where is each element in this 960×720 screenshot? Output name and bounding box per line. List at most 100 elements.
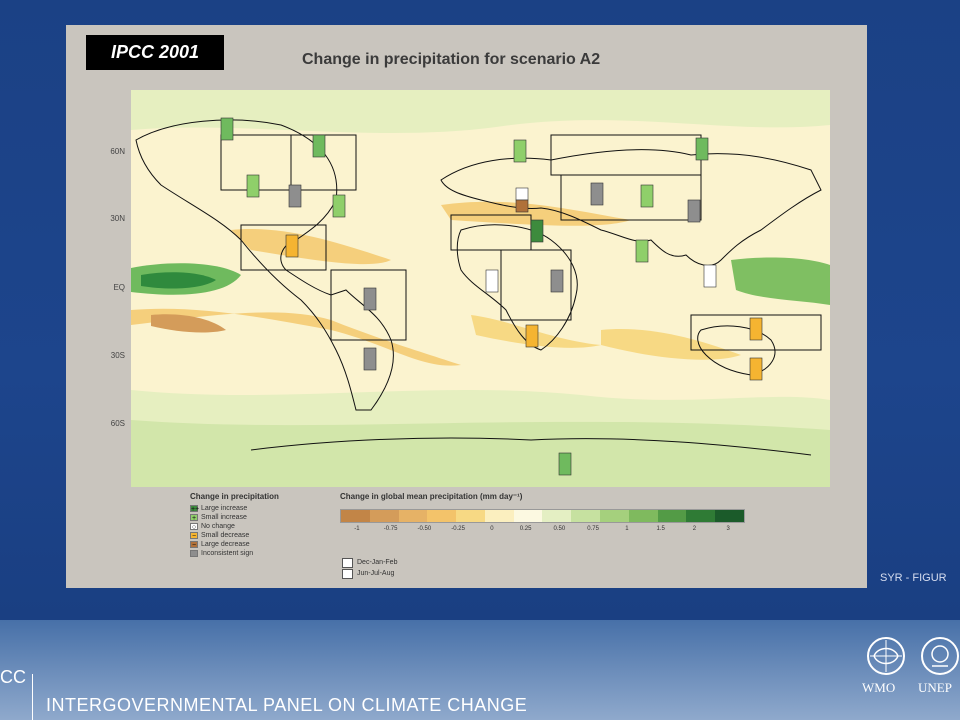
- marker-south-south-america: [363, 347, 377, 371]
- color-scale-cell: [456, 510, 485, 522]
- region-markers: [220, 117, 763, 476]
- region-box-central-asia: [560, 174, 702, 221]
- lat-label-30n: 30N: [110, 214, 125, 223]
- eurasia-outline: [440, 149, 822, 266]
- swatch-no-change: ○: [190, 523, 198, 531]
- lat-label-30s: 30S: [110, 351, 125, 360]
- marker-central-asia: [590, 182, 604, 206]
- marker-central-na: [288, 184, 302, 208]
- color-scale-tick-label: 1.5: [656, 526, 665, 532]
- color-scale-tick-label: 3: [726, 526, 730, 532]
- swatch-small-increase: +: [190, 514, 198, 522]
- color-scale-cell: [398, 510, 428, 522]
- marker-central-america: [285, 234, 299, 258]
- swatch-small-decrease: −: [190, 532, 198, 540]
- africa-outline: [456, 224, 578, 351]
- color-scale-cell: [657, 510, 687, 522]
- antarctica-outline: [250, 437, 812, 456]
- season-legend: Dec-Jan-Feb Jun-Jul-Aug: [342, 557, 397, 579]
- color-scale-tick-label: -1: [354, 526, 360, 532]
- color-scale-cell: [571, 510, 601, 522]
- color-scale-tick-label: 1: [625, 526, 629, 532]
- footer-org-name: INTERGOVERNMENTAL PANEL ON CLIMATE CHANG…: [46, 695, 528, 715]
- legend-label-small-increase: Small increase: [201, 514, 247, 521]
- lat-label-60n: 60N: [110, 147, 125, 156]
- wmo-logo-icon: [867, 637, 905, 675]
- marker-sahara: [530, 219, 544, 243]
- legend-row-inconsistent-sign: Inconsistent sign: [190, 549, 330, 558]
- swatch-large-decrease: − −: [190, 541, 198, 556]
- marker-east-na: [332, 194, 346, 218]
- color-scale-ticks: -1 -0.75 -0.50 -0.25 0 0.25 0.50 0.75 1 1.5 2 3: [340, 526, 745, 532]
- color-scale-cell: [369, 510, 399, 522]
- color-scale-cell: [600, 510, 629, 522]
- n-atlantic-dry: [231, 229, 391, 265]
- unep-logo-icon: [921, 637, 959, 675]
- color-scale-tick-label: 0.50: [553, 526, 566, 532]
- syr-figure-label: SYR - FIGUR: [880, 572, 947, 584]
- legend-label-large-increase: Large increase: [201, 505, 248, 512]
- marker-canada: [312, 134, 326, 158]
- color-scale-tick-label: -0.50: [417, 526, 432, 532]
- lat-label-eq: EQ: [113, 283, 125, 292]
- marker-north-australia: [749, 317, 763, 341]
- season-label-jja: Jun-Jul-Aug: [357, 570, 395, 577]
- legend-label-no-change: No change: [201, 523, 235, 530]
- color-scale-bar: [340, 509, 745, 523]
- legend-row-small-increase: + Small increase: [190, 513, 330, 522]
- color-scale-legend: Change in global mean precipitation (mm …: [340, 492, 745, 532]
- precipitation-map: [131, 90, 830, 487]
- marker-tibet: [640, 184, 654, 208]
- wmo-label: WMO: [862, 680, 896, 695]
- marker-southeast-asia: [703, 264, 717, 288]
- region-box-amazon: [330, 269, 407, 341]
- color-scale-tick-label: -0.75: [383, 526, 398, 532]
- color-scale-tick-label: 0: [490, 526, 494, 532]
- map-svg: [131, 90, 830, 487]
- legend-row-large-increase: ++ Large increase: [190, 504, 330, 513]
- ipcc-badge: IPCC 2001: [86, 35, 224, 70]
- marker-north-europe: [513, 139, 527, 163]
- region-box-north-australia: [690, 314, 822, 351]
- marker-east-africa: [550, 269, 564, 293]
- marker-south-asia: [635, 239, 649, 263]
- footer-acronym: CC: [0, 667, 26, 687]
- season-box-djf: [342, 557, 353, 568]
- color-scale-cell: [542, 510, 572, 522]
- w-pacific-wet: [731, 257, 830, 305]
- region-box-central-america: [240, 224, 327, 271]
- swatch-inconsistent-sign: [190, 550, 198, 557]
- color-scale-tick-label: 0.75: [587, 526, 599, 532]
- season-row-jja: Jun-Jul-Aug: [342, 568, 397, 579]
- legend-label-large-decrease: Large decrease: [201, 541, 250, 548]
- category-legend: Change in precipitation ++ Large increas…: [190, 492, 330, 558]
- legend-row-small-decrease: − Small decrease: [190, 531, 330, 540]
- marker-south-australia: [749, 357, 763, 381]
- eq-pacific-very-wet: [141, 272, 216, 289]
- color-scale-cell: [427, 510, 457, 522]
- unep-label: UNEP: [918, 680, 952, 695]
- color-scale-title: Change in global mean precipitation (mm …: [340, 492, 523, 501]
- color-scale-cell: [341, 510, 370, 522]
- color-scale-cell: [715, 510, 744, 522]
- color-scale-tick-label: -0.25: [451, 526, 465, 532]
- marker-antarctica: [558, 452, 572, 476]
- color-scale-tick-label: 0.25: [519, 526, 532, 532]
- footer-divider: [32, 674, 33, 720]
- marker-south-europe-b: [515, 199, 529, 213]
- legend-label-inconsistent-sign: Inconsistent sign: [201, 550, 254, 557]
- north-wet-band: [131, 90, 830, 134]
- marker-west-africa: [485, 269, 499, 293]
- figure-title: Change in precipitation for scenario A2: [302, 51, 601, 68]
- s-indian-dry: [601, 329, 741, 360]
- marker-west-na: [246, 174, 260, 198]
- region-box-east-africa: [500, 249, 572, 321]
- color-scale-cell: [484, 510, 514, 522]
- marker-south-europe-a: [515, 187, 529, 201]
- marker-south-africa: [525, 324, 539, 348]
- color-scale-cell: [513, 510, 543, 522]
- legend-label-small-decrease: Small decrease: [201, 532, 250, 539]
- color-scale-tick-label: 2: [692, 526, 697, 532]
- season-label-djf: Dec-Jan-Feb: [357, 559, 398, 566]
- season-box-jja: [342, 568, 353, 579]
